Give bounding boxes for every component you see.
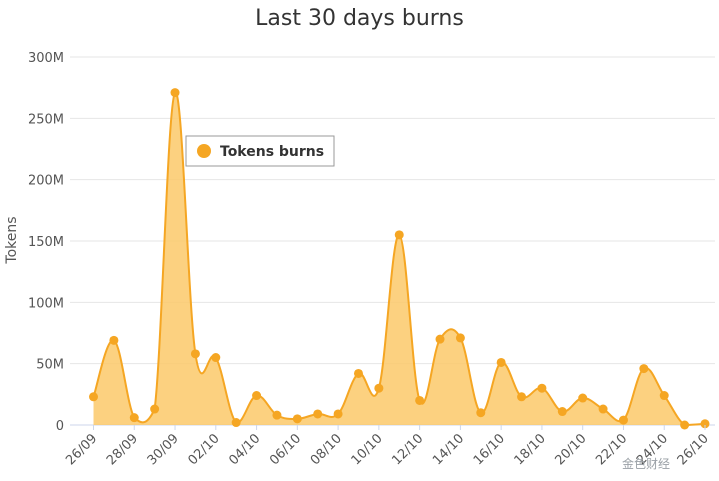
x-tick-label: 30/09 xyxy=(145,431,182,468)
data-point-06-10[interactable] xyxy=(292,414,302,424)
x-tick-label: 06/10 xyxy=(267,431,304,468)
legend-label: Tokens burns xyxy=(220,144,324,160)
series-area-layer xyxy=(92,91,706,427)
data-point-03-10[interactable] xyxy=(231,418,241,428)
data-point-05-10[interactable] xyxy=(272,410,282,420)
data-point-17-10[interactable] xyxy=(517,392,527,402)
x-tick-label: 20/10 xyxy=(552,431,589,468)
data-point-18-10[interactable] xyxy=(537,383,547,393)
data-point-16-10[interactable] xyxy=(496,357,506,367)
data-point-15-10[interactable] xyxy=(476,408,486,418)
x-tick-label: 26/10 xyxy=(675,431,712,468)
data-point-22-10[interactable] xyxy=(618,415,628,425)
x-tick-label: 08/10 xyxy=(308,431,345,468)
data-point-08-10[interactable] xyxy=(333,409,343,419)
data-point-24-10[interactable] xyxy=(659,391,669,401)
data-point-21-10[interactable] xyxy=(598,404,608,414)
watermark: 金色财经 xyxy=(622,456,670,471)
y-tick-label: 300M xyxy=(28,51,64,66)
legend-marker xyxy=(197,144,211,158)
y-tick-label: 100M xyxy=(28,296,64,311)
x-tick-label: 04/10 xyxy=(226,431,263,468)
data-point-23-10[interactable] xyxy=(639,364,649,374)
x-tick-label: 16/10 xyxy=(471,431,508,468)
data-point-04-10[interactable] xyxy=(252,391,262,401)
x-axis-ticks: 26/09 28/09 30/09 02/10 04/10 06/10 08/10 10/10… xyxy=(63,425,712,468)
x-tick-label: 12/10 xyxy=(389,431,426,468)
data-point-30-09[interactable] xyxy=(170,88,180,98)
data-point-09-10[interactable] xyxy=(353,368,363,378)
y-tick-label: 150M xyxy=(28,235,64,250)
data-point-13-10[interactable] xyxy=(435,334,445,344)
data-point-26-10[interactable] xyxy=(700,419,710,429)
x-tick-label: 18/10 xyxy=(512,431,549,468)
x-tick-label: 28/09 xyxy=(104,431,141,468)
data-point-14-10[interactable] xyxy=(455,333,465,343)
y-tick-label: 250M xyxy=(28,112,64,127)
series-points-layer xyxy=(89,88,710,430)
x-tick-label: 10/10 xyxy=(349,431,386,468)
chart-title: Last 30 days burns xyxy=(255,6,464,31)
data-point-26-09[interactable] xyxy=(89,392,98,402)
data-point-01-10[interactable] xyxy=(190,349,200,359)
data-point-11-10[interactable] xyxy=(394,230,404,240)
data-point-25-10[interactable] xyxy=(680,420,690,430)
data-point-28-09[interactable] xyxy=(129,413,139,423)
data-point-02-10[interactable] xyxy=(211,353,221,363)
data-point-27-09[interactable] xyxy=(109,335,119,345)
data-point-12-10[interactable] xyxy=(415,395,425,405)
data-point-29-09[interactable] xyxy=(150,404,160,414)
data-point-10-10[interactable] xyxy=(374,383,384,393)
y-axis-ticks: 0 50M 100M 150M 200M 250M 300M xyxy=(28,51,64,434)
y-tick-label: 0 xyxy=(56,419,64,434)
x-tick-label: 14/10 xyxy=(430,431,467,468)
data-point-20-10[interactable] xyxy=(578,393,588,403)
y-axis-title: Tokens xyxy=(4,216,20,264)
y-tick-label: 50M xyxy=(36,358,64,373)
legend[interactable]: Tokens burns xyxy=(185,135,335,167)
series-area-fill xyxy=(93,92,705,425)
y-tick-label: 200M xyxy=(28,174,64,189)
x-tick-label: 02/10 xyxy=(186,431,223,468)
x-tick-label: 26/09 xyxy=(63,431,100,468)
data-point-19-10[interactable] xyxy=(557,407,567,417)
data-point-07-10[interactable] xyxy=(313,409,323,419)
